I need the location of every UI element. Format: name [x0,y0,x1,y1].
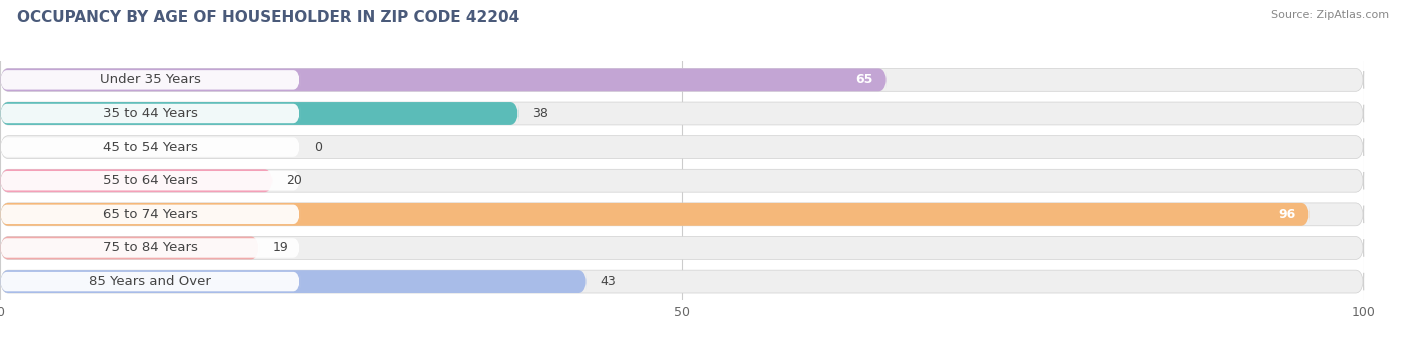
FancyBboxPatch shape [0,69,1364,91]
FancyBboxPatch shape [0,137,299,157]
FancyBboxPatch shape [0,203,1309,226]
Text: 35 to 44 Years: 35 to 44 Years [103,107,197,120]
FancyBboxPatch shape [0,237,1364,260]
FancyBboxPatch shape [0,272,299,291]
Text: 45 to 54 Years: 45 to 54 Years [103,140,197,153]
Text: 96: 96 [1278,208,1296,221]
Text: Under 35 Years: Under 35 Years [100,73,201,86]
Text: Source: ZipAtlas.com: Source: ZipAtlas.com [1271,10,1389,20]
FancyBboxPatch shape [0,203,1364,226]
Text: 75 to 84 Years: 75 to 84 Years [103,241,197,254]
FancyBboxPatch shape [0,237,259,260]
Text: OCCUPANCY BY AGE OF HOUSEHOLDER IN ZIP CODE 42204: OCCUPANCY BY AGE OF HOUSEHOLDER IN ZIP C… [17,10,519,25]
Text: 55 to 64 Years: 55 to 64 Years [103,174,197,187]
Text: 38: 38 [531,107,548,120]
FancyBboxPatch shape [0,238,299,258]
FancyBboxPatch shape [0,69,886,91]
Text: 65 to 74 Years: 65 to 74 Years [103,208,197,221]
Text: 43: 43 [600,275,616,288]
FancyBboxPatch shape [0,205,299,224]
Text: 0: 0 [314,140,322,153]
Text: 20: 20 [287,174,302,187]
FancyBboxPatch shape [0,70,299,90]
FancyBboxPatch shape [0,102,1364,125]
FancyBboxPatch shape [0,169,1364,192]
FancyBboxPatch shape [0,270,1364,293]
FancyBboxPatch shape [0,270,586,293]
FancyBboxPatch shape [0,104,299,123]
Text: 85 Years and Over: 85 Years and Over [89,275,211,288]
FancyBboxPatch shape [0,171,299,190]
FancyBboxPatch shape [0,102,519,125]
Text: 19: 19 [273,241,288,254]
Text: 65: 65 [855,73,873,86]
FancyBboxPatch shape [0,169,273,192]
FancyBboxPatch shape [0,136,1364,159]
